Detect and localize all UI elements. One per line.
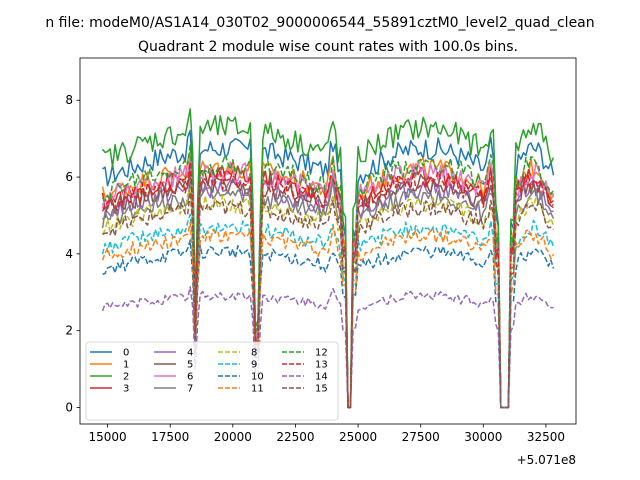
series-line-6 [101,154,555,409]
y-tick-label: 2 [65,324,73,338]
plot-frame [79,57,577,425]
series-line-2 [101,108,555,409]
x-offset-label: +5.071e8 [517,453,576,467]
legend-label-9: 9 [251,360,257,371]
legend-label-0: 0 [123,348,129,359]
x-tick-label: 17500 [151,430,189,444]
series-line-14 [101,286,554,409]
x-tick-label: 25000 [339,430,377,444]
series-line-11 [101,222,555,409]
series-line-13 [101,161,554,409]
x-tick-label: 30000 [464,430,502,444]
y-tick-label: 8 [65,93,73,107]
legend-label-2: 2 [123,372,129,383]
series-line-10 [102,239,555,409]
chart-suptitle: n file: modeM0/AS1A14_030T02_9000006544_… [45,15,594,31]
series-layer [101,108,555,409]
legend-label-5: 5 [187,360,193,371]
series-line-9 [101,213,555,409]
legend-label-14: 14 [315,372,328,383]
y-tick-label: 4 [65,247,73,261]
legend-label-8: 8 [251,348,257,359]
legend-label-15: 15 [315,384,328,395]
legend-label-4: 4 [187,348,193,359]
legend-label-10: 10 [251,372,264,383]
series-line-7 [101,179,555,409]
x-tick-label: 32500 [527,430,565,444]
chart-title: Quadrant 2 module wise count rates with … [138,39,518,55]
x-tick-label: 20000 [214,430,252,444]
x-axis: 15000 17500 20000 22500 25000 27500 30000 32500 [88,424,565,444]
series-line-15 [102,191,554,409]
legend-box [85,341,339,421]
y-tick-label: 0 [65,400,73,414]
x-tick-label: 22500 [276,430,314,444]
legend-label-7: 7 [187,384,193,395]
legend-label-6: 6 [187,372,193,383]
y-axis: 0 2 4 6 8 [65,93,80,414]
legend-label-13: 13 [315,360,328,371]
legend-label-11: 11 [251,384,264,395]
legend-label-3: 3 [123,384,129,395]
x-tick-label: 27500 [402,430,440,444]
y-tick-label: 6 [65,170,73,184]
legend-label-12: 12 [315,348,328,359]
legend-label-1: 1 [123,360,129,371]
x-tick-label: 15000 [88,430,126,444]
